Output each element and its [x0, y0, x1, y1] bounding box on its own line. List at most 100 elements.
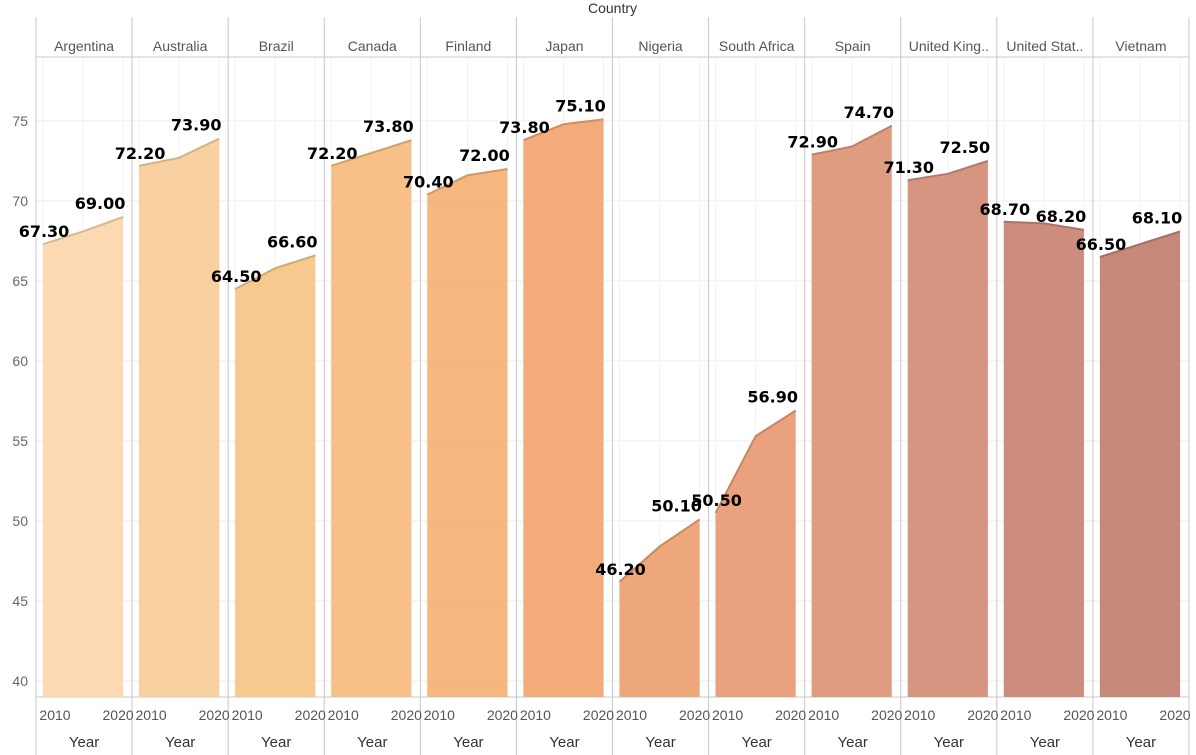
country-label: Australia: [153, 38, 208, 54]
x-axis-title: Year: [934, 734, 964, 751]
x-axis-title: Year: [741, 734, 771, 751]
x-axis-title: Year: [165, 734, 195, 751]
data-label: 71.30: [883, 158, 934, 177]
country-label: Nigeria: [638, 38, 683, 54]
x-tick-label: 2020: [199, 707, 230, 723]
country-label: United King..: [909, 38, 989, 54]
data-label: 69.00: [75, 194, 126, 213]
x-tick-label: 2010: [136, 707, 167, 723]
area-line: [330, 139, 412, 167]
area-line: [907, 160, 989, 182]
x-tick-label: 2010: [520, 707, 551, 723]
area-fill: [811, 125, 892, 698]
data-label: 72.50: [940, 138, 991, 157]
area-line: [1099, 230, 1181, 258]
y-axis: 40 45 50 55 60 65 70 75: [12, 113, 28, 689]
x-tick-label: 2020: [583, 707, 614, 723]
x-tick-label: 2010: [808, 707, 839, 723]
area-fill: [427, 169, 508, 697]
chart-title: Country: [588, 0, 637, 16]
data-label: 72.20: [307, 144, 358, 163]
x-tick-label: 2010: [1000, 707, 1031, 723]
x-tick-label: 2010: [616, 707, 647, 723]
area-fill: [1099, 231, 1180, 697]
country-label: Argentina: [54, 38, 114, 54]
area-fill: [619, 519, 700, 697]
area-line: [138, 137, 220, 167]
country-label: Vietnam: [1115, 38, 1166, 54]
data-label: 56.90: [747, 388, 798, 407]
data-label: 73.80: [363, 117, 414, 136]
x-axis-title: Year: [261, 734, 291, 751]
area-fill: [1003, 221, 1084, 698]
area-fill: [43, 217, 124, 697]
data-label: 66.50: [1076, 235, 1127, 254]
x-tick-label: 2010: [1096, 707, 1127, 723]
x-tick-label: 2020: [967, 707, 998, 723]
x-tick-label: 2020: [1159, 707, 1190, 723]
data-label: 73.80: [499, 118, 550, 137]
x-tick-label: 2010: [39, 707, 70, 723]
x-axis-title: Year: [357, 734, 387, 751]
x-axis-title: Year: [69, 734, 99, 751]
frame-layer: [35, 17, 1190, 755]
x-axis-title: Year: [453, 734, 483, 751]
y-tick-label: 50: [12, 513, 28, 529]
x-tick-label: 2010: [232, 707, 263, 723]
area-fill: [139, 138, 220, 698]
x-tick-label: 2020: [1063, 707, 1094, 723]
data-label: 70.40: [403, 173, 454, 192]
area-line: [618, 518, 701, 583]
country-label: Japan: [545, 38, 583, 54]
area-line: [811, 124, 893, 156]
x-tick-label: 2010: [904, 707, 935, 723]
x-tick-label: 2020: [391, 707, 422, 723]
area-fill: [331, 140, 412, 697]
x-axis-title: Year: [645, 734, 675, 751]
data-label: 46.20: [595, 560, 646, 579]
data-label: 74.70: [843, 103, 894, 122]
data-label: 66.60: [267, 232, 318, 251]
y-tick-label: 40: [12, 673, 28, 689]
data-label: 68.70: [980, 200, 1031, 219]
data-label: 50.10: [651, 496, 702, 515]
data-label: 68.10: [1132, 208, 1183, 227]
data-label: 50.50: [691, 491, 742, 510]
y-tick-label: 60: [12, 353, 28, 369]
country-label: South Africa: [719, 38, 795, 54]
data-label: 73.90: [171, 116, 222, 135]
area-fill: [235, 255, 316, 697]
x-tick-label: 2020: [775, 707, 806, 723]
country-label: Canada: [348, 38, 397, 54]
data-label: 75.10: [555, 96, 606, 115]
x-axis-title: Year: [1030, 734, 1060, 751]
data-label: 67.30: [19, 222, 70, 241]
data-label: 72.90: [787, 133, 838, 152]
area-line: [523, 118, 604, 142]
area-fill: [715, 410, 796, 697]
area-line: [714, 409, 797, 514]
country-label: Brazil: [259, 38, 294, 54]
data-label: 68.20: [1036, 207, 1087, 226]
x-tick-label: 2020: [103, 707, 134, 723]
x-axis-title: Year: [549, 734, 579, 751]
area-fill: [523, 119, 604, 697]
x-tick-label: 2020: [679, 707, 710, 723]
data-label: 72.20: [115, 144, 166, 163]
x-axis-title: Year: [838, 734, 868, 751]
y-tick-label: 45: [12, 593, 28, 609]
country-label: United Stat..: [1006, 38, 1083, 54]
x-tick-label: 2010: [328, 707, 359, 723]
